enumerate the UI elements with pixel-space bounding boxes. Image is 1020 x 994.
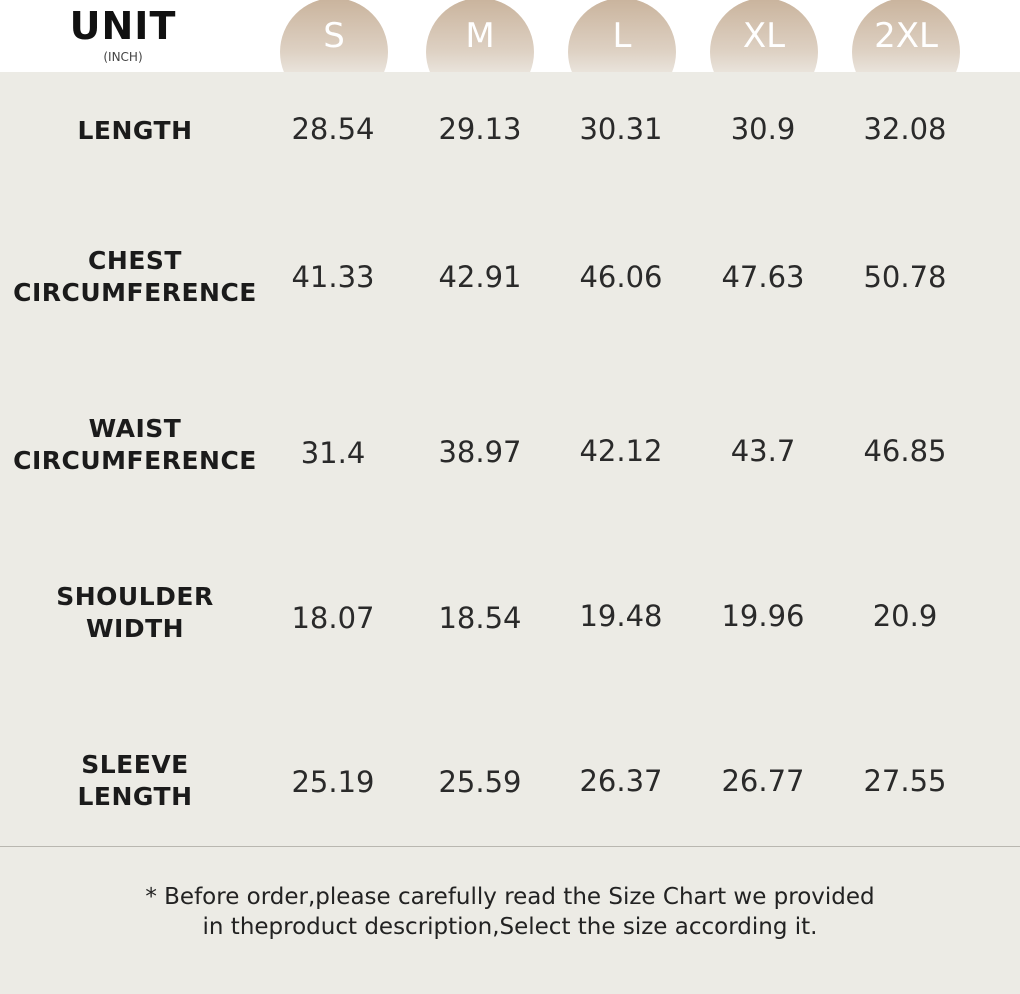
row-label-line: WAIST	[88, 414, 182, 443]
row-label-line: SHOULDER	[56, 582, 214, 611]
table-cell: 29.13	[438, 112, 522, 146]
row-label-chest-circumference: CHEST CIRCUMFERENCE	[6, 245, 264, 309]
table-cell: 31.4	[300, 436, 366, 470]
row-label-shoulder-width: SHOULDER WIDTH	[6, 581, 264, 645]
size-label-s: S	[323, 16, 345, 56]
row-label-line: SLEEVE	[81, 750, 189, 779]
size-label-2xl: 2XL	[874, 16, 938, 56]
size-label-l: L	[612, 16, 632, 56]
size-table	[0, 72, 1020, 846]
row-label-waist-circumference: WAIST CIRCUMFERENCE	[6, 413, 264, 477]
table-cell: 30.31	[579, 112, 663, 146]
table-cell: 18.54	[438, 601, 522, 635]
size-chart-note: * Before order,please carefully read the…	[100, 882, 920, 942]
table-cell: 32.08	[863, 112, 947, 146]
table-cell: 43.7	[730, 434, 796, 468]
table-cell: 41.33	[291, 260, 375, 294]
table-cell: 26.37	[579, 764, 663, 798]
table-cell: 25.59	[438, 765, 522, 799]
table-cell: 19.48	[579, 599, 663, 633]
table-cell: 18.07	[291, 601, 375, 635]
row-label-length: LENGTH	[6, 115, 264, 147]
note-line: * Before order,please carefully read the…	[145, 884, 875, 910]
table-cell: 20.9	[872, 599, 938, 633]
table-cell: 46.85	[863, 434, 947, 468]
row-label-line: CHEST	[88, 246, 182, 275]
table-cell: 26.77	[721, 764, 805, 798]
unit-title: UNIT	[69, 4, 177, 48]
row-label-sleeve-length: SLEEVE LENGTH	[6, 749, 264, 813]
size-label-xl: XL	[742, 16, 786, 56]
row-label-line: CIRCUMFERENCE	[13, 278, 257, 307]
table-cell: 38.97	[438, 435, 522, 469]
table-cell: 25.19	[291, 765, 375, 799]
table-cell: 30.9	[730, 112, 796, 146]
table-cell: 19.96	[721, 599, 805, 633]
table-cell: 46.06	[579, 260, 663, 294]
footer	[0, 847, 1020, 994]
row-label-line: LENGTH	[77, 782, 193, 811]
row-label-line: LENGTH	[77, 116, 193, 145]
size-chart-header: UNIT (INCH) S M L XL 2XL	[0, 0, 1020, 106]
table-cell: 42.12	[579, 434, 663, 468]
table-cell: 27.55	[863, 764, 947, 798]
unit-subtitle: (INCH)	[103, 50, 143, 64]
size-label-m: M	[465, 16, 495, 56]
row-label-line: WIDTH	[85, 614, 185, 643]
table-cell: 47.63	[721, 260, 805, 294]
table-cell: 50.78	[863, 260, 947, 294]
footer-divider	[0, 846, 1020, 847]
table-cell: 42.91	[438, 260, 522, 294]
table-cell: 28.54	[291, 112, 375, 146]
row-label-line: CIRCUMFERENCE	[13, 446, 257, 475]
note-line: in theproduct description,Select the siz…	[202, 914, 818, 940]
